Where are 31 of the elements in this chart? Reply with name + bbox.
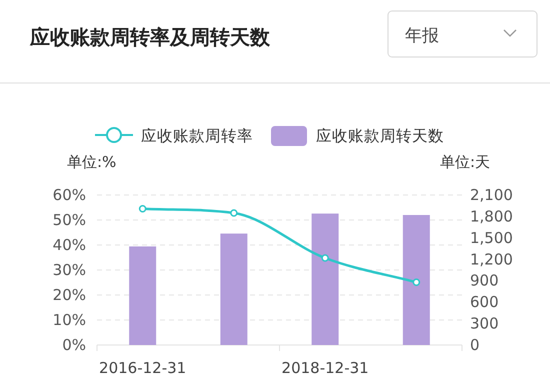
dropdown: 年报 bbox=[388, 10, 538, 58]
legend-label: 应收账款周转天数 bbox=[316, 127, 444, 145]
point bbox=[412, 278, 420, 286]
bar bbox=[220, 234, 248, 345]
chart-title: 应收账款周转率及周转天数 bbox=[29, 25, 271, 49]
y2-tick-label: 300 bbox=[470, 314, 499, 333]
y2-tick-label: 1,800 bbox=[470, 207, 513, 226]
y2-tick-label: 1,200 bbox=[470, 250, 513, 268]
y-tick-label: 0% bbox=[62, 336, 86, 354]
y-tick-label: 60% bbox=[52, 186, 86, 204]
y2-tick-label: 1,500 bbox=[470, 228, 513, 247]
y-tick-label: 20% bbox=[52, 286, 86, 304]
point bbox=[230, 209, 238, 217]
y-tick-label: 10% bbox=[52, 311, 86, 329]
bar bbox=[312, 214, 339, 345]
y2-axis-title: 单位:天 bbox=[440, 153, 490, 171]
point bbox=[321, 254, 329, 262]
y2-tick-label: 600 bbox=[470, 293, 499, 312]
y-tick-label: 30% bbox=[52, 261, 86, 279]
y-axis-title: 单位:% bbox=[67, 153, 116, 171]
legend-label: 应收账款周转率 bbox=[141, 127, 253, 145]
y-tick-label: 50% bbox=[52, 211, 86, 229]
x-tick-label: 2016-12-31 bbox=[99, 359, 186, 377]
bar bbox=[129, 246, 156, 345]
bar bbox=[402, 215, 430, 345]
y2-tick-label: 900 bbox=[470, 272, 499, 290]
point bbox=[138, 205, 146, 212]
y-tick-label: 40% bbox=[52, 236, 86, 254]
y2-tick-label: 2,100 bbox=[470, 186, 513, 204]
x-tick-label: 2018-12-31 bbox=[282, 359, 369, 377]
y2-tick-label: 0 bbox=[470, 336, 480, 354]
